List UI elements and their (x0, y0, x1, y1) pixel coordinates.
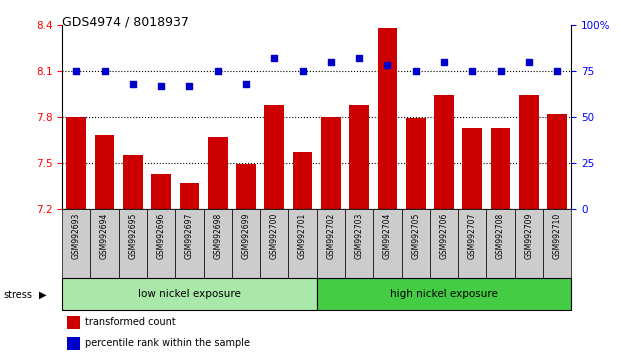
Bar (204, 209, 232, 278)
Bar (91, 209, 119, 278)
Bar (62, 278, 317, 310)
Point (524, 59, 534, 64)
Bar (67, 316, 80, 329)
Text: low nickel exposure: low nickel exposure (138, 289, 241, 299)
Text: high nickel exposure: high nickel exposure (390, 289, 498, 299)
Text: GSM992697: GSM992697 (185, 212, 194, 259)
Bar (288, 209, 317, 278)
Bar (402, 209, 430, 278)
Text: GSM992708: GSM992708 (496, 212, 505, 258)
Bar (349, 104, 369, 209)
Bar (345, 209, 373, 278)
Point (128, 81, 138, 86)
Text: transformed count: transformed count (85, 317, 176, 327)
Text: GSM992704: GSM992704 (383, 212, 392, 259)
Bar (94, 135, 114, 209)
Point (326, 59, 336, 64)
Bar (265, 104, 284, 209)
Bar (458, 209, 486, 278)
Bar (232, 209, 260, 278)
Bar (519, 95, 539, 209)
Bar (321, 117, 341, 209)
Point (99, 68, 109, 74)
Point (156, 83, 166, 88)
Bar (260, 209, 288, 278)
Bar (430, 209, 458, 278)
Bar (486, 209, 515, 278)
Text: GDS4974 / 8018937: GDS4974 / 8018937 (62, 16, 189, 29)
Bar (317, 209, 345, 278)
Bar (463, 127, 482, 209)
Bar (175, 209, 204, 278)
Point (213, 68, 223, 74)
Text: GSM992709: GSM992709 (524, 212, 533, 259)
Point (552, 68, 562, 74)
Bar (434, 95, 454, 209)
Bar (292, 152, 312, 209)
Text: stress: stress (3, 290, 32, 299)
Bar (491, 127, 510, 209)
Text: GSM992701: GSM992701 (298, 212, 307, 258)
Point (270, 55, 279, 61)
Text: GSM992710: GSM992710 (553, 212, 561, 258)
Bar (119, 209, 147, 278)
Bar (547, 114, 567, 209)
Bar (67, 337, 80, 350)
Bar (378, 28, 397, 209)
Text: percentile rank within the sample: percentile rank within the sample (85, 338, 250, 348)
Bar (151, 173, 171, 209)
Point (184, 83, 194, 88)
Text: GSM992706: GSM992706 (440, 212, 448, 259)
Bar (62, 209, 91, 278)
Point (439, 59, 449, 64)
Text: GSM992700: GSM992700 (270, 212, 279, 259)
Text: GSM992702: GSM992702 (327, 212, 335, 258)
Text: GSM992699: GSM992699 (242, 212, 250, 259)
Point (297, 68, 307, 74)
Text: GSM992694: GSM992694 (100, 212, 109, 259)
Bar (543, 209, 571, 278)
Bar (208, 137, 227, 209)
Text: GSM992705: GSM992705 (411, 212, 420, 259)
Text: GSM992703: GSM992703 (355, 212, 364, 259)
Point (410, 68, 420, 74)
Point (496, 68, 505, 74)
Bar (236, 164, 256, 209)
Text: GSM992698: GSM992698 (213, 212, 222, 258)
Text: GSM992707: GSM992707 (468, 212, 477, 259)
Bar (66, 117, 86, 209)
Point (383, 62, 392, 68)
Bar (147, 209, 175, 278)
Text: GSM992695: GSM992695 (129, 212, 137, 259)
Bar (179, 183, 199, 209)
Point (71, 68, 81, 74)
Point (241, 81, 251, 86)
Text: ▶: ▶ (39, 290, 47, 299)
Bar (515, 209, 543, 278)
Bar (123, 155, 143, 209)
Text: GSM992693: GSM992693 (72, 212, 81, 259)
Bar (406, 118, 425, 209)
Bar (317, 278, 571, 310)
Point (354, 55, 364, 61)
Bar (373, 209, 402, 278)
Point (468, 68, 478, 74)
Text: GSM992696: GSM992696 (156, 212, 166, 259)
